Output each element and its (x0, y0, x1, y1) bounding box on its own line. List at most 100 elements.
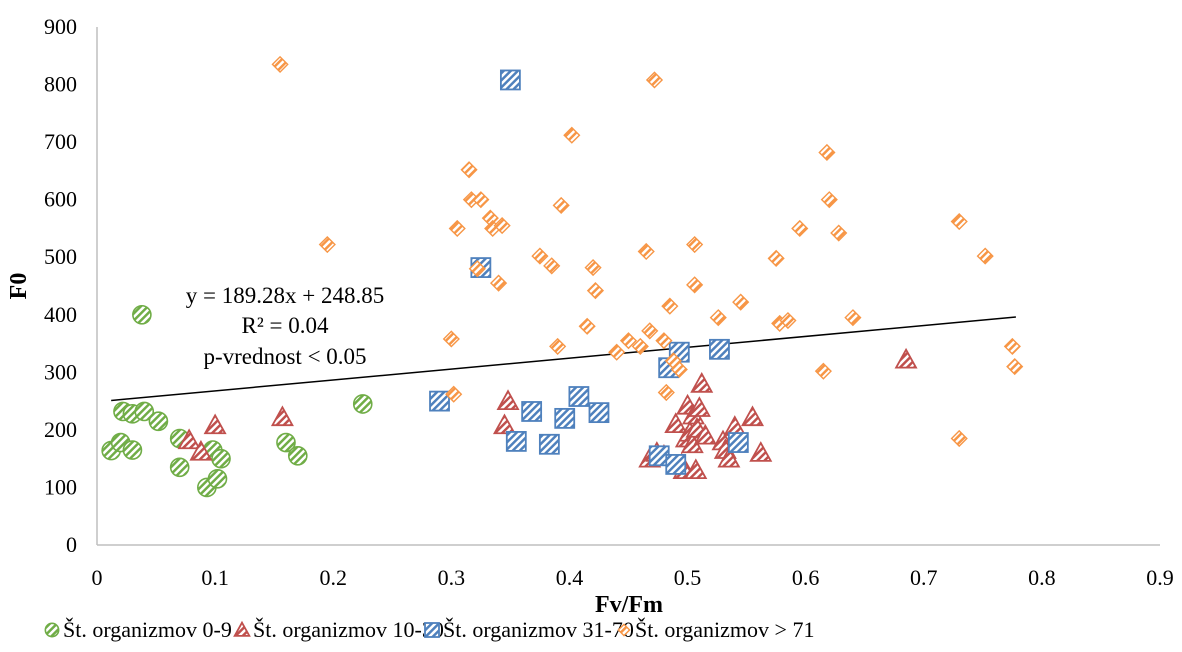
x-tick-label: 0 (92, 565, 103, 590)
p-value-label: p-vrednost < 0.05 (203, 344, 366, 369)
y-tick-label: 600 (44, 187, 77, 212)
r-squared-label: R² = 0.04 (242, 313, 329, 338)
data-point (670, 360, 688, 379)
data-point (631, 337, 649, 356)
data-point (586, 282, 605, 300)
data-point (496, 389, 520, 410)
data-point (442, 330, 460, 348)
data-point (641, 322, 659, 340)
data-point (543, 257, 561, 275)
x-tick-label: 0.6 (792, 565, 820, 590)
data-point (448, 219, 466, 238)
data-point (950, 429, 968, 448)
data-point (684, 458, 708, 480)
legend: Št. organizmov 0-9 Št. organizmov 10-30 Št… (44, 617, 814, 642)
x-tick-label: 0.9 (1146, 565, 1174, 590)
legend-label: Št. organizmov > 71 (635, 617, 814, 642)
y-tick-label: 900 (44, 14, 77, 39)
data-point (499, 69, 521, 91)
data-point (578, 317, 596, 335)
legend-label: Št. organizmov 10-30 (253, 617, 444, 642)
data-point (211, 448, 231, 469)
y-tick-label: 800 (44, 72, 77, 97)
legend-marker (424, 622, 440, 638)
data-point (460, 161, 478, 179)
y-tick-label: 500 (44, 244, 77, 269)
data-point (1003, 337, 1021, 356)
y-tick-label: 400 (44, 302, 77, 327)
legend-label: Št. organizmov 31-70 (443, 617, 634, 642)
data-point (830, 224, 848, 242)
x-tick-label: 0.4 (556, 565, 584, 590)
y-tick-label: 0 (66, 532, 77, 557)
y-tick-label: 300 (44, 359, 77, 384)
data-point (818, 143, 836, 162)
legend-marker (44, 622, 60, 638)
data-point (690, 372, 714, 393)
legend-marker (617, 623, 631, 637)
data-point (655, 332, 673, 350)
data-point (538, 433, 560, 455)
data-point (717, 446, 741, 468)
y-tick-label: 700 (44, 129, 77, 154)
data-point (686, 276, 704, 294)
x-tick-label: 0.1 (201, 565, 229, 590)
data-point (554, 407, 576, 429)
legend-label: Št. organizmov 0-9 (63, 617, 232, 642)
data-point (318, 235, 336, 254)
data-point (492, 413, 516, 435)
data-point (271, 55, 289, 74)
data-point (950, 212, 968, 231)
data-point (820, 191, 838, 209)
x-axis-title: Fv/Fm (595, 592, 663, 618)
data-point (687, 396, 711, 417)
data-point (207, 468, 228, 489)
regression-equation: y = 189.28x + 248.85 (186, 283, 384, 308)
data-point (132, 304, 152, 325)
data-point (657, 383, 675, 402)
regression-annotation: y = 189.28x + 248.85 R² = 0.04 p-vrednos… (186, 283, 384, 369)
data-point (493, 216, 511, 235)
data-point (665, 454, 687, 475)
data-point (584, 258, 602, 277)
x-tick-label: 0.3 (438, 565, 466, 590)
data-point (549, 337, 567, 356)
data-point (531, 247, 549, 265)
data-point (568, 386, 590, 407)
data-point (693, 423, 717, 445)
data-point (844, 309, 862, 327)
data-point (791, 219, 809, 238)
x-tick-labels: 0 0.1 0.2 0.3 0.4 0.5 0.6 0.7 0.8 0.9 (92, 565, 1174, 590)
y-axis-title: F0 (6, 273, 32, 300)
data-point (521, 401, 543, 422)
data-points (101, 55, 1024, 498)
y-tick-label: 100 (44, 474, 77, 499)
data-point (505, 430, 527, 452)
data-point (608, 343, 626, 361)
data-point (637, 242, 655, 261)
data-point (645, 71, 664, 89)
data-point (894, 347, 918, 369)
data-point (588, 402, 610, 424)
data-point (664, 412, 688, 434)
legend-marker (233, 620, 251, 637)
data-point (169, 457, 190, 478)
data-point (686, 235, 704, 254)
data-point (563, 126, 581, 144)
data-point (287, 445, 308, 466)
x-tick-label: 0.5 (674, 565, 702, 590)
data-point (619, 332, 638, 350)
x-tick-label: 0.7 (910, 565, 938, 590)
data-point (709, 338, 730, 360)
data-point (203, 413, 227, 435)
data-point (779, 311, 797, 330)
trendline (111, 316, 1016, 402)
data-point (727, 432, 749, 453)
data-point (741, 405, 765, 427)
data-point (429, 390, 450, 412)
data-point (352, 394, 373, 414)
x-tick-label: 0.2 (319, 565, 347, 590)
data-point (709, 309, 727, 327)
data-point (1006, 357, 1024, 376)
